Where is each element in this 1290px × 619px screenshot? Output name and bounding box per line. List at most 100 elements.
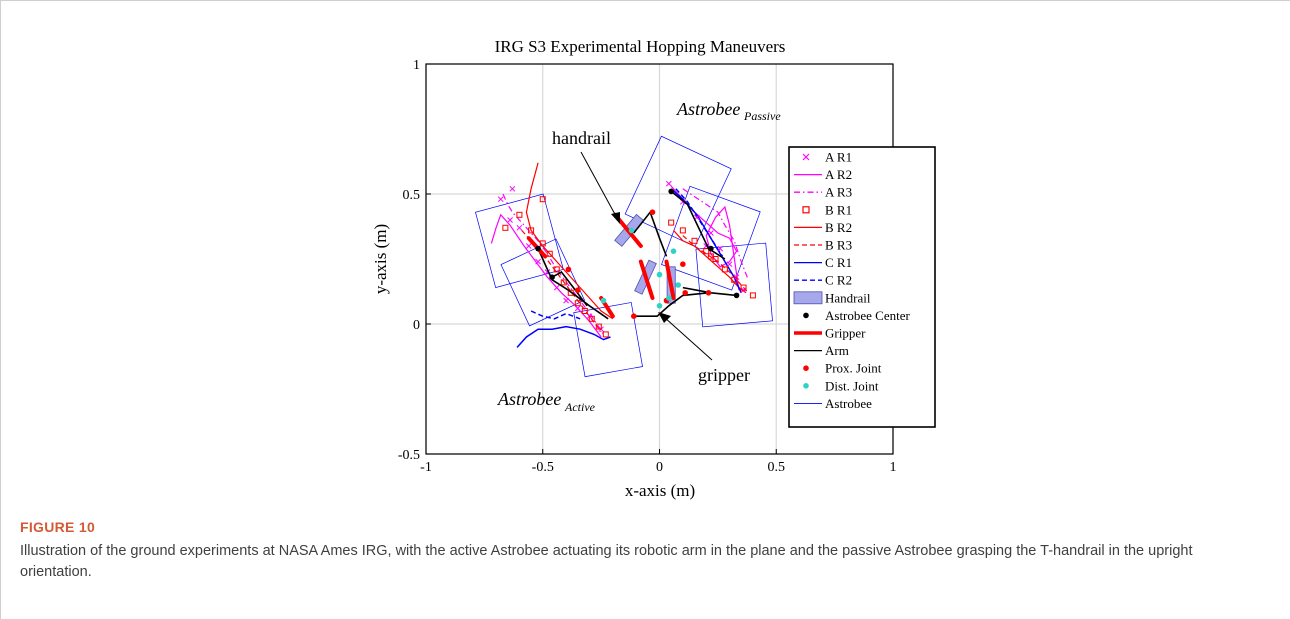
b-r1-marker: [691, 237, 698, 244]
legend-box: [788, 146, 936, 428]
a-r1-marker: [553, 284, 560, 291]
legend-label: B R1: [825, 202, 852, 217]
legend-label: B R2: [825, 220, 852, 235]
legend-label: Prox. Joint: [825, 361, 882, 376]
b-r1-marker: [560, 279, 567, 286]
legend-label: C R1: [825, 255, 852, 270]
a-r1-marker: [516, 224, 523, 231]
y-tick-label: 1: [413, 58, 420, 73]
prox-joint-dot: [649, 209, 656, 215]
gripper-arrow-shaft: [663, 316, 713, 361]
b-r1-marker: [749, 292, 756, 299]
astrobee-passive-sub: Passive: [743, 109, 781, 123]
trajectory-line: [516, 325, 611, 348]
a-r1-marker: [708, 230, 714, 236]
b-r1-marker: [740, 284, 747, 291]
arm-line: [682, 286, 737, 297]
b-r1-marker: [721, 266, 728, 273]
astrobee-passive-label: Astrobee Passive: [676, 99, 781, 123]
a-r1-marker: [525, 243, 532, 249]
astrobee-active-sub: Active: [564, 400, 596, 414]
astrobee-outline: [624, 135, 732, 248]
legend-item: Astrobee Center: [803, 308, 911, 323]
legend-label: A R2: [825, 167, 852, 182]
legend-label: Handrail: [825, 290, 871, 305]
b-r1-marker: [707, 253, 714, 260]
arm-line: [537, 248, 609, 320]
x-axis-label: x-axis (m): [625, 481, 695, 500]
arm-line: [670, 190, 726, 260]
gripper-annotation-text: gripper: [698, 365, 750, 385]
b-r1-marker: [731, 276, 738, 283]
handrail-arrow-shaft: [580, 151, 618, 219]
astrobee-center-dot: [708, 245, 714, 252]
prox-joint-dot: [705, 290, 712, 296]
legend-item: Dist. Joint: [803, 378, 879, 393]
panel-top-border: [0, 0, 1290, 1]
prox-joint-dot: [680, 261, 686, 268]
b-r1-marker: [581, 308, 588, 314]
figure-caption-text: Illustration of the ground experiments a…: [20, 543, 1193, 580]
trajectory-line: [675, 188, 724, 257]
trajectory-line: [682, 188, 749, 281]
b-r1-marker: [668, 219, 675, 226]
legend-item: Arm: [794, 343, 849, 358]
b-r1-marker: [588, 315, 595, 322]
arm-line: [551, 270, 588, 307]
data-layer: [475, 135, 773, 378]
handrail-arrow-head: [611, 212, 620, 224]
legend-item: Prox. Joint: [803, 361, 882, 376]
astrobee-active-main: Astrobee: [497, 389, 561, 409]
a-r1-marker: [574, 305, 581, 312]
figure-label: FIGURE 10: [20, 519, 96, 535]
legend-item: Handrail: [793, 290, 871, 305]
a-r1-marker: [509, 185, 516, 192]
gripper-arrow-head: [658, 312, 671, 323]
figure-caption: FIGURE 10 Illustration of the ground exp…: [20, 519, 1260, 583]
legend-label: Arm: [825, 343, 849, 358]
y-axis-label: y-axis (m): [371, 224, 390, 294]
b-r1-marker: [546, 250, 553, 257]
b-r1-marker: [595, 323, 602, 330]
legend-label: A R1: [825, 150, 852, 165]
handrail-annotation: handrail: [552, 128, 620, 224]
astrobee-center-dot: [733, 292, 740, 299]
trajectory-line: [525, 162, 614, 320]
b-r1-marker: [516, 211, 523, 218]
legend-item: Gripper: [794, 326, 866, 341]
legend-item: Astrobee: [794, 396, 872, 411]
legend-label: Astrobee: [825, 396, 872, 411]
handrail-annotation-text: handrail: [552, 128, 611, 148]
a-r1-marker: [507, 217, 513, 223]
trajectory-line: [502, 193, 604, 335]
b-r1-marker: [539, 240, 546, 247]
b-r1-marker: [553, 266, 560, 273]
legend-item: B R2: [794, 220, 852, 235]
legend-item: C R1: [794, 255, 852, 270]
astrobee-outline: [573, 302, 643, 378]
dist-joint-dot: [656, 271, 663, 278]
b-r1-marker: [679, 227, 686, 234]
legend-item: A R3: [794, 185, 852, 200]
dist-joint-dot: [656, 303, 663, 309]
legend-label: Dist. Joint: [825, 378, 879, 393]
dist-joint-dot: [666, 295, 672, 301]
axis-ticks: -1 -0.5 0 0.5 1-0.500.51: [398, 58, 897, 475]
gripper-annotation: gripper: [658, 312, 750, 385]
gripper-line: [664, 259, 676, 300]
a-r1-marker: [717, 245, 724, 252]
prox-joint-dot: [565, 266, 572, 273]
dist-joint-dot: [600, 297, 607, 304]
arm-line: [633, 292, 709, 318]
y-tick-label: 0.5: [403, 188, 421, 203]
legend-swatch-dot: [803, 312, 809, 319]
astrobee-center-dot: [668, 188, 674, 195]
chart-legend: A R1 A R2 A R3 B R1 B R2 B R3 C R1 C R2 Handrail…: [788, 146, 936, 428]
y-tick-label: -0.5: [398, 448, 420, 463]
legend-label: C R2: [825, 273, 852, 288]
hopping-maneuvers-chart: -1 -0.5 0 0.5 1-0.500.51 IRG S3 Experimental…: [371, 37, 936, 500]
prox-joint-dot: [574, 287, 581, 294]
x-tick-label: -0.5: [532, 460, 554, 475]
legend-swatch-patch: [793, 291, 823, 305]
